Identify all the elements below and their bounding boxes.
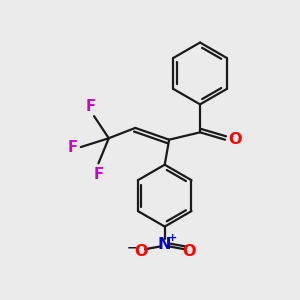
Text: O: O — [229, 132, 242, 147]
Text: F: F — [94, 167, 103, 182]
Text: +: + — [167, 233, 177, 243]
Text: F: F — [67, 140, 77, 154]
Text: −: − — [127, 241, 138, 254]
Text: O: O — [134, 244, 147, 259]
Text: O: O — [182, 244, 196, 259]
Text: F: F — [86, 99, 96, 114]
Text: N: N — [158, 237, 172, 252]
